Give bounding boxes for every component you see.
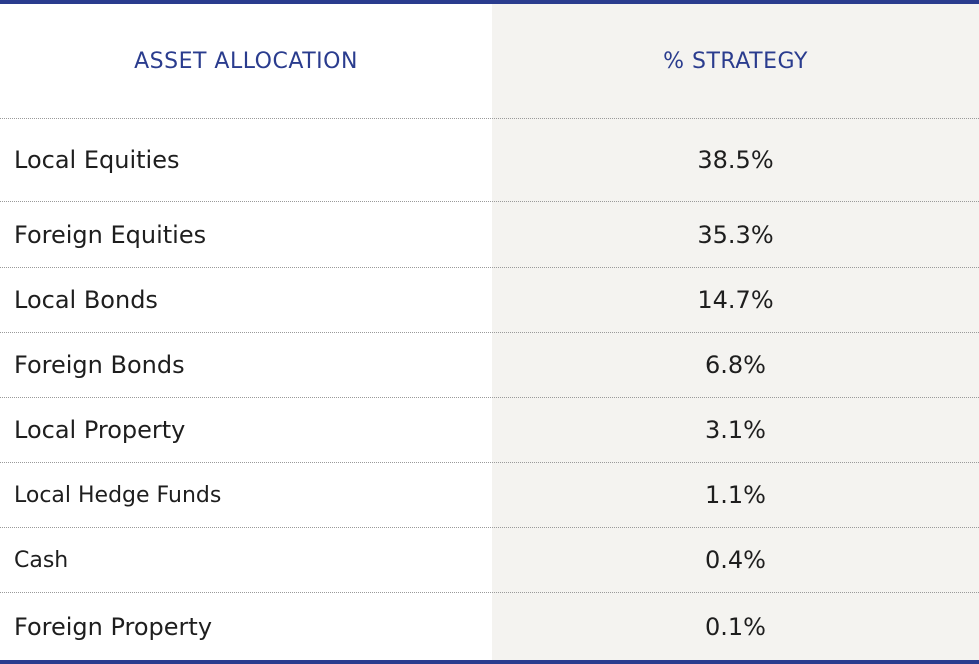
asset-name: Local Hedge Funds <box>14 482 222 508</box>
table-row: Foreign Property 0.1% <box>0 593 979 660</box>
strategy-percent: 0.4% <box>705 546 766 574</box>
strategy-percent: 35.3% <box>697 220 774 249</box>
table-row: Local Bonds 14.7% <box>0 268 979 333</box>
table-row: Foreign Equities 35.3% <box>0 202 979 268</box>
table-row: Foreign Bonds 6.8% <box>0 333 979 398</box>
header-percent-strategy: % STRATEGY <box>663 48 808 74</box>
asset-name: Foreign Equities <box>14 220 207 249</box>
strategy-percent: 14.7% <box>697 286 774 314</box>
asset-name: Local Property <box>14 416 186 444</box>
asset-name: Cash <box>14 547 69 573</box>
strategy-percent: 0.1% <box>705 612 766 641</box>
strategy-percent: 1.1% <box>705 481 766 509</box>
table-row: Local Equities 38.5% <box>0 119 979 202</box>
strategy-percent: 38.5% <box>697 146 774 174</box>
table-row: Cash 0.4% <box>0 528 979 593</box>
asset-name: Foreign Property <box>14 612 213 641</box>
table-row: Local Hedge Funds 1.1% <box>0 463 979 528</box>
asset-name: Foreign Bonds <box>14 351 185 379</box>
asset-name: Local Bonds <box>14 286 158 314</box>
asset-name: Local Equities <box>14 146 180 174</box>
strategy-percent: 3.1% <box>705 416 766 444</box>
header-asset-allocation: ASSET ALLOCATION <box>134 48 358 74</box>
table-row: Local Property 3.1% <box>0 398 979 463</box>
table-header-row: ASSET ALLOCATION % STRATEGY <box>0 4 979 119</box>
strategy-percent: 6.8% <box>705 351 766 379</box>
